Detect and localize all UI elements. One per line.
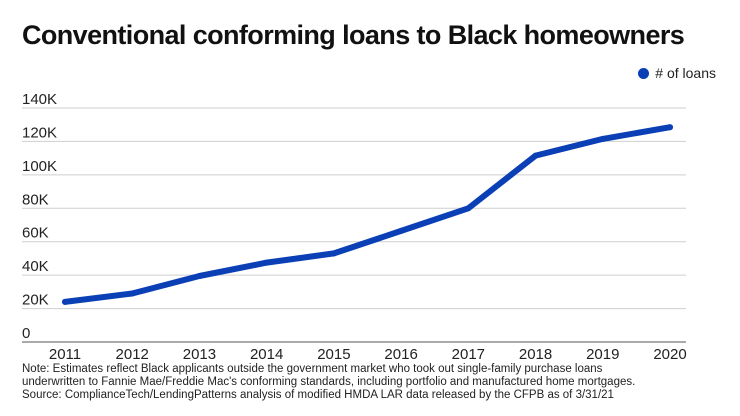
- chart-title: Conventional conforming loans to Black h…: [22, 20, 685, 50]
- series-layer: [62, 124, 673, 305]
- x-tick-label: 2019: [586, 346, 619, 362]
- x-tick-label: 2017: [452, 346, 485, 362]
- y-tick-label: 0: [22, 325, 30, 342]
- footnote: Note: Estimates reflect Black applicants…: [22, 363, 722, 402]
- note-line-1: Note: Estimates reflect Black applicants…: [22, 363, 603, 375]
- y-tick-label: 100K: [22, 158, 57, 175]
- data-point: [667, 124, 673, 131]
- x-tick-label: 2015: [317, 346, 350, 362]
- y-tick-label: 60K: [22, 225, 49, 242]
- source-line: Source: ComplianceTech/LendingPatterns a…: [22, 389, 614, 401]
- grid-lines: [22, 107, 686, 343]
- x-tick-label: 2012: [116, 346, 149, 362]
- data-point: [599, 135, 606, 142]
- y-axis-ticks: 0 20K 40K 60K 80K 100K 120K 140K: [22, 91, 57, 342]
- x-tick-label: 2016: [384, 346, 417, 362]
- y-tick-label: 40K: [22, 258, 49, 275]
- data-point: [465, 205, 472, 212]
- y-tick-label: 120K: [22, 124, 57, 141]
- note-line-2: underwritten to Fannie Mae/Freddie Mac's…: [22, 376, 636, 388]
- x-axis-ticks: 2011 2012 2013 2014 2015 2016 2017 2018 2019 2020: [49, 346, 687, 362]
- data-point: [62, 298, 68, 305]
- x-tick-label: 2020: [653, 346, 686, 362]
- series-line-loans: [62, 124, 673, 305]
- data-point: [330, 250, 337, 257]
- y-tick-label: 140K: [22, 91, 57, 108]
- legend: # of loans: [638, 65, 716, 81]
- x-tick-label: 2018: [519, 346, 552, 362]
- legend-marker: [638, 67, 650, 79]
- x-tick-label: 2011: [49, 346, 81, 362]
- x-tick-label: 2013: [183, 346, 216, 362]
- y-tick-label: 20K: [22, 292, 49, 309]
- data-point: [129, 290, 136, 297]
- data-point: [263, 259, 270, 266]
- x-tick-label: 2014: [250, 346, 283, 362]
- data-point: [196, 272, 203, 279]
- legend-label: # of loans: [655, 65, 716, 81]
- data-point: [532, 152, 539, 159]
- y-tick-label: 80K: [22, 191, 49, 208]
- data-point: [398, 227, 405, 234]
